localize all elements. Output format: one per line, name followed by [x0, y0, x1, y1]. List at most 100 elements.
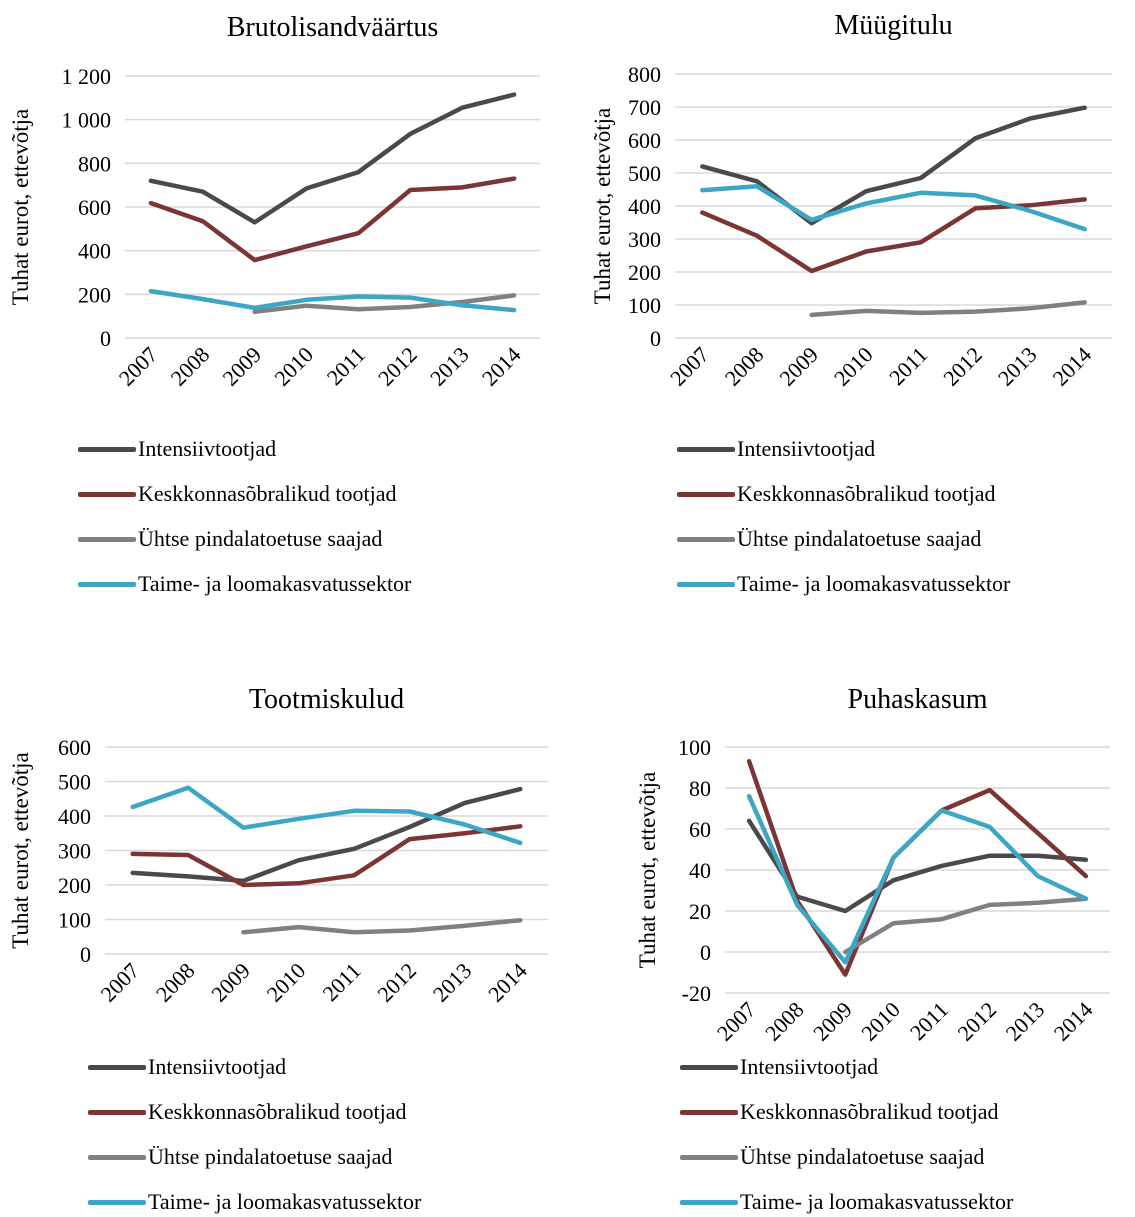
legend-label: Intensiivtootjad	[737, 436, 876, 461]
x-tick-label: 2012	[372, 958, 421, 1007]
legend-label: Intensiivtootjad	[138, 436, 277, 461]
series-line-intensiivtootjad	[130, 786, 523, 884]
y-tick-label: 400	[58, 804, 91, 829]
y-tick-label: 100	[678, 735, 711, 760]
legend-label: Ühtse pindalatoetuse saajad	[737, 526, 982, 551]
x-tick-label: 2012	[373, 342, 422, 391]
x-tick-label: 2013	[425, 342, 474, 391]
legend-label: Ühtse pindalatoetuse saajad	[148, 1144, 393, 1169]
x-tick-label: 2010	[262, 958, 311, 1007]
legend-item-intensiivtootjad: Intensiivtootjad	[88, 1052, 286, 1082]
series-line-intensiivtootjad	[700, 105, 1087, 226]
x-tick-label: 2014	[1047, 342, 1096, 391]
y-tick-label: -20	[682, 981, 711, 1006]
chart-panel-tootmiskulud: Tootmiskulud Tuhat eurot, ettevõtja 0 100 20…	[0, 612, 560, 1214]
legend-item-keskkonnasobralikud-tootjad: Keskkonnasõbralikud tootjad	[680, 1097, 998, 1127]
y-tick-label: 0	[650, 326, 661, 351]
x-tick-label: 2012	[952, 997, 1001, 1046]
x-tick-label: 2008	[760, 997, 809, 1046]
x-tick-label: 2007	[665, 342, 714, 391]
x-tick-label: 2010	[269, 342, 318, 391]
legend-swatch	[78, 536, 136, 542]
legend-item-taime-ja-loomakasvatussektor: Taime- ja loomakasvatussektor	[680, 1187, 1013, 1217]
legend-label: Keskkonnasõbralikud tootjad	[737, 481, 996, 506]
y-tick-label: 200	[78, 282, 111, 307]
series-line-uhtse-pindalatoetuse-saajad	[809, 300, 1087, 318]
y-axis-label: Tuhat eurot, ettevõtja	[8, 109, 33, 306]
x-tick-label: 2009	[774, 342, 823, 391]
legend-label: Keskkonnasõbralikud tootjad	[138, 481, 397, 506]
y-tick-label: 700	[628, 95, 661, 120]
x-tick-label: 2011	[884, 342, 932, 390]
x-tick-label: 2008	[720, 342, 769, 391]
legend-item-intensiivtootjad: Intensiivtootjad	[78, 434, 276, 464]
series-line-keskkonnasobralikud-tootjad	[130, 824, 523, 888]
legend-label: Intensiivtootjad	[148, 1054, 287, 1079]
chart-svg: Müügitulu Tuhat eurot, ettevõtja 0 100 200 30…	[590, 10, 1112, 391]
x-tick-label: 2014	[483, 958, 532, 1007]
y-axis-label: Tuhat eurot, ettevõtja	[8, 752, 33, 949]
y-tick-label: 100	[628, 293, 661, 318]
legend-item-keskkonnasobralikud-tootjad: Keskkonnasõbralikud tootjad	[88, 1097, 406, 1127]
legend-item-keskkonnasobralikud-tootjad: Keskkonnasõbralikud tootjad	[78, 479, 396, 509]
x-tick-label: 2011	[318, 958, 366, 1006]
series-line-uhtse-pindalatoetuse-saajad	[252, 293, 517, 315]
legend-item-taime-ja-loomakasvatussektor: Taime- ja loomakasvatussektor	[677, 569, 1010, 599]
chart-svg: Puhaskasum Tuhat eurot, ettevõtja -20 0 20 40…	[635, 684, 1110, 1046]
legend-item-taime-ja-loomakasvatussektor: Taime- ja loomakasvatussektor	[88, 1187, 421, 1217]
y-tick-label: 400	[78, 239, 111, 264]
chart-title: Puhaskasum	[848, 684, 988, 715]
x-tick-label: 2007	[114, 342, 163, 391]
y-tick-label: 500	[58, 770, 91, 795]
legend-label: Taime- ja loomakasvatussektor	[148, 1189, 422, 1214]
legend-item-keskkonnasobralikud-tootjad: Keskkonnasõbralikud tootjad	[677, 479, 995, 509]
legend-swatch	[78, 581, 136, 587]
y-tick-label: 60	[689, 817, 711, 842]
series-line-intensiivtootjad	[746, 818, 1089, 914]
x-tick-label: 2014	[477, 342, 526, 391]
y-tick-label: 100	[58, 908, 91, 933]
y-tick-label: 500	[628, 161, 661, 186]
legend-swatch	[680, 1064, 738, 1070]
series-line-keskkonnasobralikud-tootjad	[700, 197, 1087, 274]
y-tick-label: 800	[78, 151, 111, 176]
chart-svg: Brutolisandväärtus Tuhat eurot, ettevõtja…	[8, 12, 540, 391]
legend-swatch	[680, 1199, 738, 1205]
x-tick-label: 2008	[151, 958, 200, 1007]
y-tick-label: 200	[628, 260, 661, 285]
x-tick-label: 2010	[829, 342, 878, 391]
series-line-taime-ja-loomakasvatussektor	[148, 288, 517, 313]
x-tick-label: 2013	[1001, 997, 1050, 1046]
x-tick-label: 2012	[938, 342, 987, 391]
x-tick-label: 2014	[1049, 997, 1098, 1046]
series-line-uhtse-pindalatoetuse-saajad	[843, 896, 1089, 955]
legend-label: Taime- ja loomakasvatussektor	[740, 1189, 1014, 1214]
y-tick-label: 0	[100, 326, 111, 351]
legend-item-taime-ja-loomakasvatussektor: Taime- ja loomakasvatussektor	[78, 569, 411, 599]
legend-item-uhtse-pindalatoetuse-saajad: Ühtse pindalatoetuse saajad	[88, 1142, 392, 1172]
x-tick-label: 2013	[428, 958, 477, 1007]
legend-item-intensiivtootjad: Intensiivtootjad	[680, 1052, 878, 1082]
chart-panel-brutolisandvaartus: Brutolisandväärtus Tuhat eurot, ettevõtja…	[0, 0, 560, 600]
y-tick-label: 600	[78, 195, 111, 220]
legend-swatch	[677, 491, 735, 497]
x-tick-label: 2008	[166, 342, 215, 391]
y-tick-label: 0	[700, 940, 711, 965]
y-axis-label: Tuhat eurot, ettevõtja	[635, 772, 660, 969]
series-line-uhtse-pindalatoetuse-saajad	[241, 917, 523, 935]
y-tick-label: 600	[58, 735, 91, 760]
series-line-taime-ja-loomakasvatussektor	[746, 793, 1089, 965]
series-line-intensiivtootjad	[148, 92, 517, 225]
x-tick-label: 2010	[856, 997, 905, 1046]
chart-panel-puhaskasum: Puhaskasum Tuhat eurot, ettevõtja -20 0 20 40…	[580, 612, 1135, 1214]
y-tick-label: 40	[689, 858, 711, 883]
x-tick-label: 2013	[993, 342, 1042, 391]
y-tick-label: 300	[58, 839, 91, 864]
series-line-keskkonnasobralikud-tootjad	[148, 176, 517, 263]
legend-swatch	[677, 581, 735, 587]
y-tick-label: 400	[628, 194, 661, 219]
legend-item-uhtse-pindalatoetuse-saajad: Ühtse pindalatoetuse saajad	[680, 1142, 984, 1172]
legend-swatch	[88, 1199, 146, 1205]
series-line-keskkonnasobralikud-tootjad	[746, 759, 1089, 977]
legend-label: Keskkonnasõbralikud tootjad	[740, 1099, 999, 1124]
